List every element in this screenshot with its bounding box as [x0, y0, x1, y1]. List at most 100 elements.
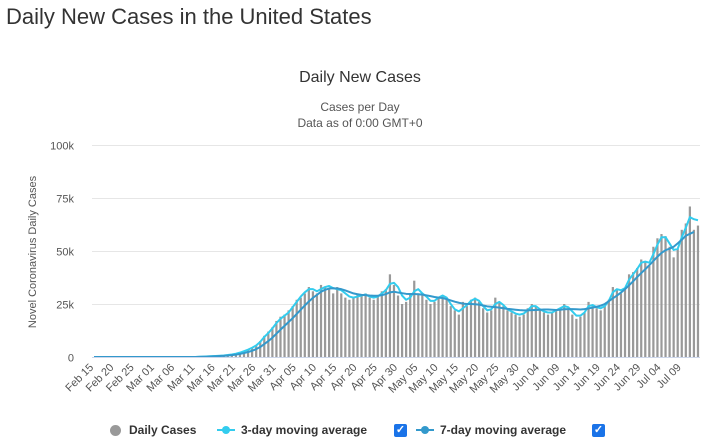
bar: [644, 261, 647, 357]
bar: [340, 293, 343, 357]
bar: [376, 295, 379, 357]
bar: [396, 295, 400, 357]
bar: [546, 314, 550, 357]
bar: [692, 229, 696, 357]
bar: [623, 289, 627, 357]
bar-series: [198, 206, 700, 357]
bar: [583, 312, 586, 357]
bar: [587, 301, 590, 357]
bar: [425, 299, 428, 357]
bar: [429, 304, 432, 357]
bar: [246, 349, 250, 357]
bar: [421, 295, 424, 357]
bar: [526, 308, 529, 357]
bar: [696, 225, 700, 357]
bar: [319, 284, 323, 357]
bar: [607, 299, 610, 357]
bar: [400, 304, 404, 357]
legend-line-icon: [217, 426, 235, 434]
bar: [538, 310, 542, 357]
bar: [595, 308, 598, 357]
bar: [660, 234, 663, 357]
bar: [311, 291, 315, 357]
bar: [510, 312, 513, 357]
check-icon: ✓: [593, 424, 604, 436]
legend-daily-cases[interactable]: Daily Cases: [110, 418, 196, 442]
bar: [482, 308, 485, 357]
bar: [352, 297, 355, 357]
bar: [567, 308, 570, 357]
bar: [518, 316, 521, 357]
bar: [603, 306, 606, 357]
bar: [599, 310, 602, 357]
line-series: [94, 216, 699, 358]
check-icon: ✓: [395, 424, 406, 436]
bar: [441, 295, 444, 357]
legend-3day-ma[interactable]: 3-day moving average: [217, 418, 367, 442]
bar: [563, 304, 566, 357]
bar: [250, 347, 254, 357]
bar: [255, 345, 258, 357]
bar: [550, 312, 554, 357]
bar: [437, 297, 440, 357]
bar: [648, 265, 651, 357]
y-axis-label: Novel Coronavirus Daily Cases: [27, 175, 39, 328]
checkbox-3day-ma[interactable]: ✓: [394, 424, 407, 437]
chart-subtitle-line2: Data as of 0:00 GMT+0: [297, 116, 422, 130]
bar: [323, 287, 327, 357]
bar: [530, 304, 533, 357]
bar: [392, 284, 396, 357]
y-tick-labels: 0 25k 50k 75k 100k: [50, 141, 74, 365]
bar: [571, 314, 574, 357]
bar: [486, 312, 489, 357]
checkbox-7day-ma[interactable]: ✓: [592, 424, 605, 437]
bar: [554, 310, 558, 357]
bar: [344, 297, 347, 357]
bar: [579, 316, 582, 357]
bar: [417, 293, 420, 357]
bar: [433, 301, 436, 357]
bar: [360, 295, 363, 357]
daily-cases-chart: Daily New Cases Cases per Day Data as of…: [27, 69, 700, 396]
bar: [514, 314, 517, 357]
y-tick-label: 50k: [56, 247, 74, 259]
bar: [291, 306, 294, 357]
bar: [364, 293, 367, 357]
legend-7day-ma[interactable]: 7-day moving average: [416, 418, 566, 442]
bar: [498, 301, 501, 357]
bar: [457, 314, 460, 357]
bar: [632, 272, 635, 357]
bar: [449, 306, 452, 357]
bar: [494, 297, 497, 357]
bar: [453, 310, 456, 357]
bar: [469, 299, 473, 357]
bar: [575, 318, 578, 357]
bar: [636, 267, 639, 357]
y-tick-label: 75k: [56, 194, 74, 206]
bar: [611, 287, 614, 357]
bar: [384, 289, 387, 357]
bar: [328, 289, 331, 357]
bar: [287, 310, 290, 357]
bar: [619, 293, 623, 357]
bar: [680, 229, 683, 357]
bar: [332, 293, 335, 357]
bar: [627, 274, 631, 357]
bar: [676, 248, 679, 357]
bar: [473, 297, 477, 357]
legend: Daily Cases 3-day moving average ✓ 7-day…: [0, 418, 706, 442]
bar: [380, 291, 383, 357]
bar: [465, 306, 469, 357]
chart-subtitle-line1: Cases per Day: [320, 100, 399, 114]
legend-label-3day-ma: 3-day moving average: [241, 423, 368, 437]
bar: [490, 310, 493, 357]
bar: [684, 223, 687, 357]
bar: [688, 206, 691, 357]
bar: [522, 314, 525, 357]
bar: [664, 236, 667, 357]
bar: [368, 297, 371, 357]
bar: [445, 299, 448, 357]
bar: [559, 308, 562, 357]
legend-line-icon: [416, 426, 434, 434]
